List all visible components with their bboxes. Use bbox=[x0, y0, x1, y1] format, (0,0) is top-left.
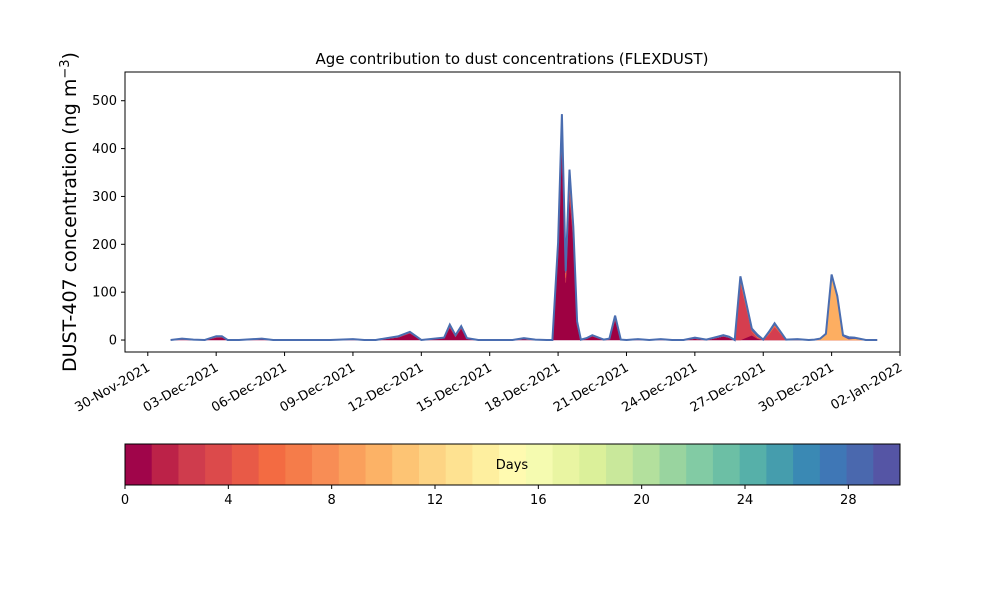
colorbar-cell bbox=[819, 444, 847, 485]
colorbar-cell bbox=[418, 444, 447, 485]
area-band-2 bbox=[170, 129, 878, 341]
colorbar-cell bbox=[499, 444, 527, 485]
total-outline bbox=[170, 114, 878, 342]
colorbar: Days 0 4 8 12 16 20 24 28 bbox=[121, 443, 901, 508]
y-axis-label-superscript: −3 bbox=[58, 59, 73, 78]
colorbar-label: Days bbox=[496, 458, 529, 473]
x-tick-label: 30-Nov-2021 bbox=[73, 360, 153, 415]
colorbar-cell bbox=[178, 444, 206, 485]
colorbar-cell bbox=[285, 444, 313, 485]
y-tick-label: 0 bbox=[109, 334, 117, 349]
colorbar-cell bbox=[205, 444, 233, 485]
colorbar-ticks: 0 4 8 12 16 20 24 28 bbox=[121, 485, 857, 508]
colorbar-tick-label: 16 bbox=[530, 493, 547, 508]
x-tick-label: 12-Dec-2021 bbox=[346, 360, 426, 415]
x-tick-label: 30-Dec-2021 bbox=[756, 360, 836, 415]
colorbar-tick-label: 0 bbox=[121, 493, 129, 508]
colorbar-cell bbox=[632, 444, 660, 485]
x-axis: 30-Nov-202103-Dec-202106-Dec-202109-Dec-… bbox=[73, 352, 905, 416]
plot-area bbox=[124, 71, 901, 353]
colorbar-cell bbox=[231, 444, 260, 485]
colorbar-cell bbox=[766, 444, 794, 485]
colorbar-cell bbox=[365, 444, 393, 485]
colorbar-tick-label: 20 bbox=[633, 493, 650, 508]
area-band-4 bbox=[170, 117, 878, 341]
y-axis-label-close: ) bbox=[59, 52, 81, 59]
x-tick-label: 09-Dec-2021 bbox=[278, 360, 358, 415]
colorbar-cell bbox=[125, 444, 153, 485]
colorbar-frame bbox=[124, 443, 901, 486]
colorbar-cells bbox=[125, 444, 901, 485]
plot-frame bbox=[124, 71, 901, 353]
colorbar-cell bbox=[606, 444, 634, 485]
area-band-3 bbox=[170, 117, 878, 341]
y-tick-label: 400 bbox=[92, 142, 117, 157]
colorbar-cell bbox=[258, 444, 286, 485]
x-tick-label: 27-Dec-2021 bbox=[688, 360, 768, 415]
x-tick-label: 18-Dec-2021 bbox=[483, 360, 563, 415]
colorbar-tick-label: 28 bbox=[840, 493, 857, 508]
x-tick-label: 02-Jan-2022 bbox=[828, 360, 905, 413]
x-tick-label: 24-Dec-2021 bbox=[619, 360, 699, 415]
y-tick-label: 200 bbox=[92, 238, 117, 253]
y-tick-label: 500 bbox=[92, 94, 117, 109]
colorbar-tick-label: 24 bbox=[737, 493, 754, 508]
colorbar-cell bbox=[739, 444, 767, 485]
chart-title: Age contribution to dust concentrations … bbox=[316, 50, 709, 68]
y-axis-label: DUST-407 concentration (ng m−3) bbox=[58, 52, 81, 372]
area-series bbox=[170, 114, 878, 341]
colorbar-cell bbox=[686, 444, 714, 485]
colorbar-cell bbox=[312, 444, 340, 485]
colorbar-cell bbox=[659, 444, 687, 485]
colorbar-cell bbox=[873, 444, 901, 485]
colorbar-tick-label: 4 bbox=[224, 493, 232, 508]
colorbar-cell bbox=[472, 444, 500, 485]
y-tick-label: 100 bbox=[92, 286, 117, 301]
colorbar-cell bbox=[793, 444, 821, 485]
area-band-5 bbox=[170, 114, 878, 341]
colorbar-cell bbox=[445, 444, 473, 485]
colorbar-cell bbox=[151, 444, 179, 485]
colorbar-cell bbox=[392, 444, 420, 485]
y-axis: 0 100 200 300 400 500 bbox=[92, 94, 125, 349]
colorbar-cell bbox=[525, 444, 553, 485]
colorbar-cell bbox=[579, 444, 607, 485]
colorbar-cell bbox=[846, 444, 874, 485]
colorbar-cell bbox=[552, 444, 580, 485]
colorbar-cell bbox=[712, 444, 741, 485]
colorbar-tick-label: 8 bbox=[328, 493, 336, 508]
x-tick-label: 15-Dec-2021 bbox=[414, 360, 494, 415]
y-tick-label: 300 bbox=[92, 190, 117, 205]
area-band-1 bbox=[170, 143, 878, 341]
colorbar-cell bbox=[338, 444, 366, 485]
x-tick-label: 21-Dec-2021 bbox=[551, 360, 631, 415]
x-tick-label: 03-Dec-2021 bbox=[141, 360, 221, 415]
colorbar-tick-label: 12 bbox=[427, 493, 444, 508]
x-tick-label: 06-Dec-2021 bbox=[209, 360, 289, 415]
